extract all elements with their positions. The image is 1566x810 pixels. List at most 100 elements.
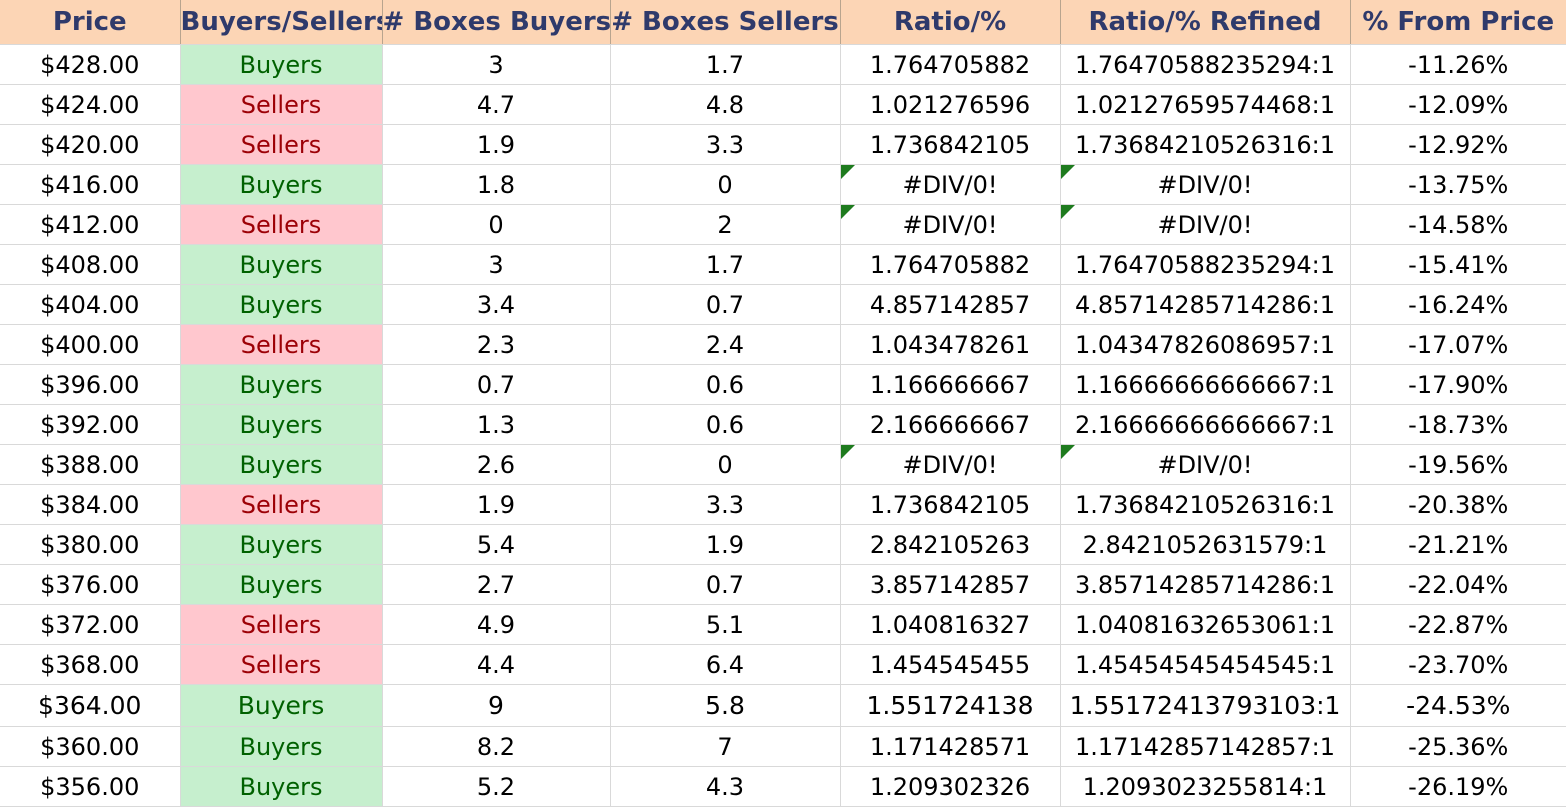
ratio-refined-cell[interactable]: 1.16666666666667:1 (1060, 364, 1351, 405)
from-price-cell[interactable]: -12.09% (1350, 84, 1566, 125)
error-indicator-icon[interactable] (1060, 445, 1075, 459)
from-price-cell[interactable]: -24.53% (1350, 684, 1566, 727)
boxes-buyers-cell[interactable]: 0.7 (382, 364, 611, 405)
from-price-cell[interactable]: -21.21% (1350, 524, 1566, 565)
from-price-cell[interactable]: -12.92% (1350, 124, 1566, 165)
ratio-refined-cell[interactable]: 1.17142857142857:1 (1060, 726, 1351, 767)
ratio-refined-cell[interactable]: 3.85714285714286:1 (1060, 564, 1351, 605)
price-cell[interactable]: $428.00 (0, 44, 181, 85)
buyers-sellers-cell[interactable]: Buyers (180, 766, 383, 807)
boxes-buyers-cell[interactable]: 8.2 (382, 726, 611, 767)
price-cell[interactable]: $372.00 (0, 604, 181, 645)
ratio-refined-cell[interactable]: 2.16666666666667:1 (1060, 404, 1351, 445)
ratio-refined-cell[interactable]: 1.04347826086957:1 (1060, 324, 1351, 365)
boxes-buyers-cell[interactable]: 1.8 (382, 164, 611, 205)
price-cell[interactable]: $400.00 (0, 324, 181, 365)
ratio-cell[interactable]: 2.842105263 (840, 524, 1061, 565)
price-cell[interactable]: $392.00 (0, 404, 181, 445)
ratio-cell[interactable]: 1.454545455 (840, 644, 1061, 685)
price-cell[interactable]: $396.00 (0, 364, 181, 405)
ratio-refined-cell[interactable]: 1.04081632653061:1 (1060, 604, 1351, 645)
boxes-buyers-cell[interactable]: 2.7 (382, 564, 611, 605)
ratio-cell[interactable]: 1.736842105 (840, 124, 1061, 165)
from-price-cell[interactable]: -16.24% (1350, 284, 1566, 325)
price-cell[interactable]: $420.00 (0, 124, 181, 165)
buyers-sellers-cell[interactable]: Buyers (180, 524, 383, 565)
ratio-cell[interactable]: 1.209302326 (840, 766, 1061, 807)
boxes-sellers-cell[interactable]: 7 (610, 726, 841, 767)
ratio-cell[interactable]: 1.040816327 (840, 604, 1061, 645)
boxes-sellers-cell[interactable]: 0.7 (610, 564, 841, 605)
price-cell[interactable]: $408.00 (0, 244, 181, 285)
price-cell[interactable]: $416.00 (0, 164, 181, 205)
from-price-cell[interactable]: -15.41% (1350, 244, 1566, 285)
boxes-sellers-cell[interactable]: 0.6 (610, 364, 841, 405)
from-price-cell[interactable]: -14.58% (1350, 204, 1566, 245)
boxes-sellers-cell[interactable]: 5.8 (610, 684, 841, 727)
buyers-sellers-cell[interactable]: Buyers (180, 364, 383, 405)
boxes-buyers-cell[interactable]: 5.4 (382, 524, 611, 565)
from-price-cell[interactable]: -19.56% (1350, 444, 1566, 485)
boxes-buyers-cell[interactable]: 4.4 (382, 644, 611, 685)
ratio-cell[interactable]: 1.764705882 (840, 244, 1061, 285)
header-from-price[interactable]: % From Price (1350, 0, 1566, 45)
ratio-cell[interactable]: #DIV/0! (840, 164, 1061, 205)
buyers-sellers-cell[interactable]: Sellers (180, 324, 383, 365)
ratio-cell[interactable]: 1.736842105 (840, 484, 1061, 525)
ratio-cell[interactable]: 1.021276596 (840, 84, 1061, 125)
boxes-sellers-cell[interactable]: 2 (610, 204, 841, 245)
error-indicator-icon[interactable] (840, 205, 855, 219)
boxes-buyers-cell[interactable]: 5.2 (382, 766, 611, 807)
price-cell[interactable]: $364.00 (0, 684, 181, 727)
ratio-cell[interactable]: 4.857142857 (840, 284, 1061, 325)
boxes-sellers-cell[interactable]: 4.3 (610, 766, 841, 807)
buyers-sellers-cell[interactable]: Buyers (180, 44, 383, 85)
ratio-cell[interactable]: 1.043478261 (840, 324, 1061, 365)
boxes-buyers-cell[interactable]: 9 (382, 684, 611, 727)
error-indicator-icon[interactable] (1060, 165, 1075, 179)
buyers-sellers-cell[interactable]: Sellers (180, 484, 383, 525)
boxes-buyers-cell[interactable]: 2.6 (382, 444, 611, 485)
header-boxes-buyers[interactable]: # Boxes Buyers (382, 0, 611, 45)
boxes-sellers-cell[interactable]: 4.8 (610, 84, 841, 125)
boxes-sellers-cell[interactable]: 1.7 (610, 44, 841, 85)
boxes-sellers-cell[interactable]: 3.3 (610, 484, 841, 525)
price-cell[interactable]: $412.00 (0, 204, 181, 245)
boxes-sellers-cell[interactable]: 3.3 (610, 124, 841, 165)
price-cell[interactable]: $356.00 (0, 766, 181, 807)
ratio-cell[interactable]: 1.764705882 (840, 44, 1061, 85)
ratio-refined-cell[interactable]: 4.85714285714286:1 (1060, 284, 1351, 325)
buyers-sellers-cell[interactable]: Sellers (180, 84, 383, 125)
buyers-sellers-cell[interactable]: Sellers (180, 204, 383, 245)
boxes-buyers-cell[interactable]: 1.9 (382, 484, 611, 525)
boxes-sellers-cell[interactable]: 5.1 (610, 604, 841, 645)
ratio-refined-cell[interactable]: #DIV/0! (1060, 204, 1351, 245)
price-cell[interactable]: $360.00 (0, 726, 181, 767)
ratio-cell[interactable]: #DIV/0! (840, 204, 1061, 245)
buyers-sellers-cell[interactable]: Sellers (180, 124, 383, 165)
from-price-cell[interactable]: -18.73% (1350, 404, 1566, 445)
header-ratio-refined[interactable]: Ratio/% Refined (1060, 0, 1351, 45)
from-price-cell[interactable]: -26.19% (1350, 766, 1566, 807)
from-price-cell[interactable]: -17.90% (1350, 364, 1566, 405)
from-price-cell[interactable]: -20.38% (1350, 484, 1566, 525)
boxes-sellers-cell[interactable]: 6.4 (610, 644, 841, 685)
from-price-cell[interactable]: -22.04% (1350, 564, 1566, 605)
header-buyers-sellers[interactable]: Buyers/Sellers (180, 0, 383, 45)
price-cell[interactable]: $388.00 (0, 444, 181, 485)
from-price-cell[interactable]: -17.07% (1350, 324, 1566, 365)
error-indicator-icon[interactable] (840, 445, 855, 459)
buyers-sellers-cell[interactable]: Buyers (180, 684, 383, 727)
ratio-refined-cell[interactable]: 1.76470588235294:1 (1060, 244, 1351, 285)
boxes-buyers-cell[interactable]: 4.7 (382, 84, 611, 125)
price-cell[interactable]: $384.00 (0, 484, 181, 525)
error-indicator-icon[interactable] (1060, 205, 1075, 219)
ratio-refined-cell[interactable]: 1.76470588235294:1 (1060, 44, 1351, 85)
boxes-buyers-cell[interactable]: 0 (382, 204, 611, 245)
price-cell[interactable]: $368.00 (0, 644, 181, 685)
header-price[interactable]: Price (0, 0, 181, 45)
buyers-sellers-cell[interactable]: Buyers (180, 444, 383, 485)
buyers-sellers-cell[interactable]: Buyers (180, 564, 383, 605)
boxes-sellers-cell[interactable]: 0 (610, 164, 841, 205)
boxes-buyers-cell[interactable]: 3 (382, 44, 611, 85)
